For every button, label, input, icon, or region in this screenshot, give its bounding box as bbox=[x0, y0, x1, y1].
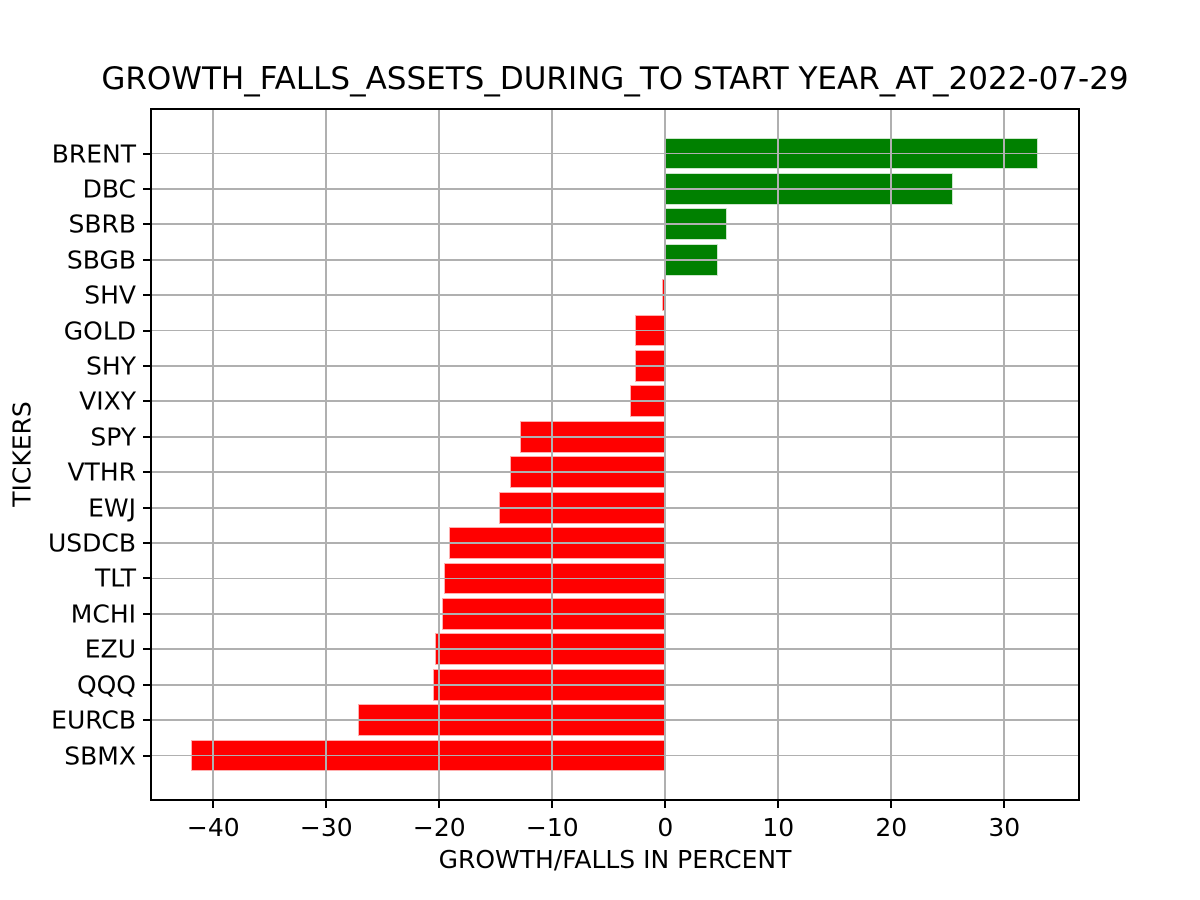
x-tick-mark bbox=[777, 801, 780, 808]
x-tick-label: 20 bbox=[875, 813, 908, 842]
y-tick-mark bbox=[143, 364, 150, 367]
y-tick-label: GOLD bbox=[63, 315, 136, 345]
y-tick-label: SHV bbox=[84, 280, 136, 310]
x-tick-label: 30 bbox=[988, 813, 1021, 842]
y-gridline bbox=[150, 577, 1080, 580]
y-tick-label: TLT bbox=[94, 563, 136, 593]
x-gridline bbox=[1003, 108, 1006, 801]
x-gridline bbox=[325, 108, 328, 801]
y-tick-mark bbox=[143, 648, 150, 651]
y-gridline bbox=[150, 542, 1080, 544]
y-tick-mark bbox=[143, 683, 150, 686]
x-tick-mark bbox=[1003, 801, 1006, 808]
x-gridline bbox=[890, 108, 893, 801]
x-gridline bbox=[438, 108, 441, 801]
x-gridline bbox=[212, 108, 215, 801]
y-gridline bbox=[150, 188, 1080, 190]
y-tick-mark bbox=[143, 187, 150, 190]
y-tick-label: SPY bbox=[90, 422, 136, 452]
y-tick-mark bbox=[143, 294, 150, 297]
y-tick-label: EZU bbox=[84, 634, 136, 664]
y-tick-label: SBGB bbox=[66, 244, 136, 274]
y-gridline bbox=[150, 223, 1080, 226]
y-gridline bbox=[150, 471, 1080, 474]
x-tick-label: 0 bbox=[657, 813, 674, 842]
y-tick-label: BRENT bbox=[51, 138, 136, 168]
y-tick-mark bbox=[143, 754, 150, 757]
x-tick-mark bbox=[890, 801, 893, 808]
y-tick-mark bbox=[143, 577, 150, 580]
y-tick-mark bbox=[143, 435, 150, 438]
y-axis-label: TICKERS bbox=[7, 401, 37, 507]
x-gridline bbox=[777, 108, 780, 801]
y-gridline bbox=[150, 365, 1080, 367]
y-tick-label: QQQ bbox=[76, 669, 136, 699]
y-tick-mark bbox=[143, 719, 150, 722]
y-gridline bbox=[150, 258, 1080, 261]
x-axis-label: GROWTH/FALLS IN PERCENT bbox=[438, 845, 792, 874]
y-tick-mark bbox=[143, 329, 150, 332]
x-tick-label: −20 bbox=[412, 813, 466, 842]
y-gridline bbox=[150, 152, 1080, 155]
y-tick-label: SBRB bbox=[68, 209, 136, 239]
y-gridline bbox=[150, 329, 1080, 332]
x-tick-mark bbox=[438, 801, 441, 808]
y-gridline bbox=[150, 719, 1080, 721]
y-gridline bbox=[150, 400, 1080, 403]
y-gridline bbox=[150, 294, 1080, 297]
y-tick-label: VIXY bbox=[79, 386, 136, 416]
y-tick-mark bbox=[143, 471, 150, 474]
chart-title: GROWTH_FALLS_ASSETS_DURING_TO START YEAR… bbox=[101, 61, 1129, 97]
y-gridline bbox=[150, 648, 1080, 651]
y-gridline bbox=[150, 506, 1080, 509]
y-tick-label: DBC bbox=[82, 174, 136, 204]
y-tick-label: SHY bbox=[86, 351, 136, 381]
y-tick-mark bbox=[143, 152, 150, 155]
x-tick-mark bbox=[325, 801, 328, 808]
y-tick-label: EWJ bbox=[88, 492, 136, 522]
x-tick-label: −10 bbox=[525, 813, 579, 842]
y-tick-mark bbox=[143, 612, 150, 615]
y-gridline bbox=[150, 754, 1080, 757]
y-tick-mark bbox=[143, 258, 150, 261]
x-tick-mark bbox=[551, 801, 554, 808]
x-gridline bbox=[664, 108, 667, 801]
y-gridline bbox=[150, 612, 1080, 615]
y-tick-label: EURCB bbox=[51, 705, 136, 735]
x-tick-mark bbox=[212, 801, 215, 808]
plot-area bbox=[150, 108, 1080, 801]
y-tick-label: USDCB bbox=[47, 528, 136, 558]
x-tick-label: 10 bbox=[762, 813, 795, 842]
y-tick-mark bbox=[143, 223, 150, 226]
x-tick-mark bbox=[664, 801, 667, 808]
y-tick-label: MCHI bbox=[70, 599, 136, 629]
x-gridline bbox=[551, 108, 554, 801]
y-tick-mark bbox=[143, 400, 150, 403]
y-tick-label: SBMX bbox=[64, 740, 136, 770]
x-tick-label: −40 bbox=[186, 813, 240, 842]
y-tick-mark bbox=[143, 542, 150, 545]
x-tick-label: −30 bbox=[299, 813, 353, 842]
y-gridline bbox=[150, 435, 1080, 438]
y-tick-mark bbox=[143, 506, 150, 509]
y-tick-label: VTHR bbox=[67, 457, 136, 487]
y-gridline bbox=[150, 683, 1080, 686]
